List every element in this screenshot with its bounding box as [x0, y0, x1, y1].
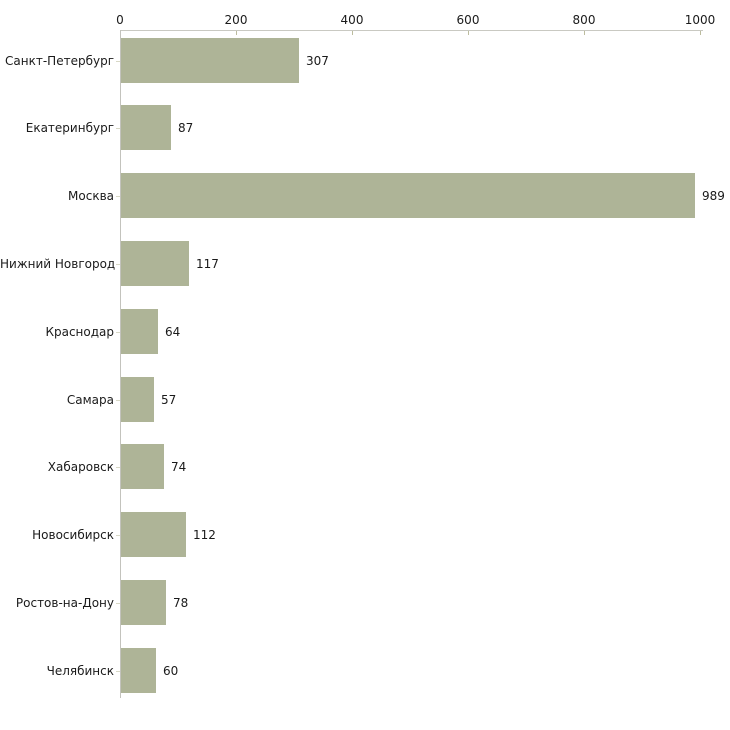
category-label: Челябинск	[46, 663, 114, 678]
bar	[121, 105, 171, 150]
category-label: Санкт-Петербург	[5, 53, 114, 68]
category-label: Екатеринбург	[25, 120, 114, 135]
category-label: Москва	[68, 188, 114, 203]
bar	[121, 444, 164, 489]
x-axis-tick-label: 1000	[684, 13, 716, 27]
x-axis-tick-label: 400	[340, 13, 364, 27]
y-axis-tick	[116, 603, 120, 604]
x-axis-tick	[236, 31, 237, 35]
bar	[121, 241, 189, 286]
y-axis-tick	[116, 196, 120, 197]
value-label: 87	[178, 120, 194, 135]
value-label: 57	[161, 392, 177, 407]
bar	[121, 173, 695, 218]
x-axis-line	[120, 30, 703, 31]
value-label: 74	[171, 459, 187, 474]
y-axis-tick	[116, 128, 120, 129]
category-label: Самара	[66, 392, 114, 407]
y-axis-tick	[116, 400, 120, 401]
bar	[121, 580, 166, 625]
value-label: 64	[165, 324, 181, 339]
value-label: 307	[306, 53, 329, 68]
x-axis-tick	[700, 31, 701, 35]
bar	[121, 512, 186, 557]
bar	[121, 309, 158, 354]
y-axis-tick	[116, 61, 120, 62]
x-axis-tick	[468, 31, 469, 35]
x-axis-tick	[352, 31, 353, 35]
category-label: Новосибирск	[32, 527, 114, 542]
x-axis-tick-label: 0	[116, 13, 124, 27]
bar	[121, 377, 154, 422]
y-axis-tick	[116, 332, 120, 333]
x-axis-tick-label: 800	[572, 13, 596, 27]
value-label: 117	[196, 256, 219, 271]
bar	[121, 648, 156, 693]
category-label: Хабаровск	[47, 459, 114, 474]
y-axis-tick	[116, 264, 120, 265]
y-axis-tick	[116, 671, 120, 672]
bar	[121, 38, 299, 83]
value-label: 78	[173, 595, 189, 610]
y-axis-line	[120, 30, 121, 698]
category-label: Нижний Новгород	[0, 256, 116, 271]
x-axis-tick-label: 600	[456, 13, 480, 27]
y-axis-tick	[116, 467, 120, 468]
category-label: Краснодар	[45, 324, 114, 339]
value-label: 112	[193, 527, 216, 542]
value-label: 989	[702, 188, 725, 203]
category-label: Ростов-на-Дону	[15, 595, 114, 610]
x-axis-tick-label: 200	[224, 13, 248, 27]
x-axis-tick	[584, 31, 585, 35]
y-axis-tick	[116, 535, 120, 536]
value-label: 60	[163, 663, 179, 678]
